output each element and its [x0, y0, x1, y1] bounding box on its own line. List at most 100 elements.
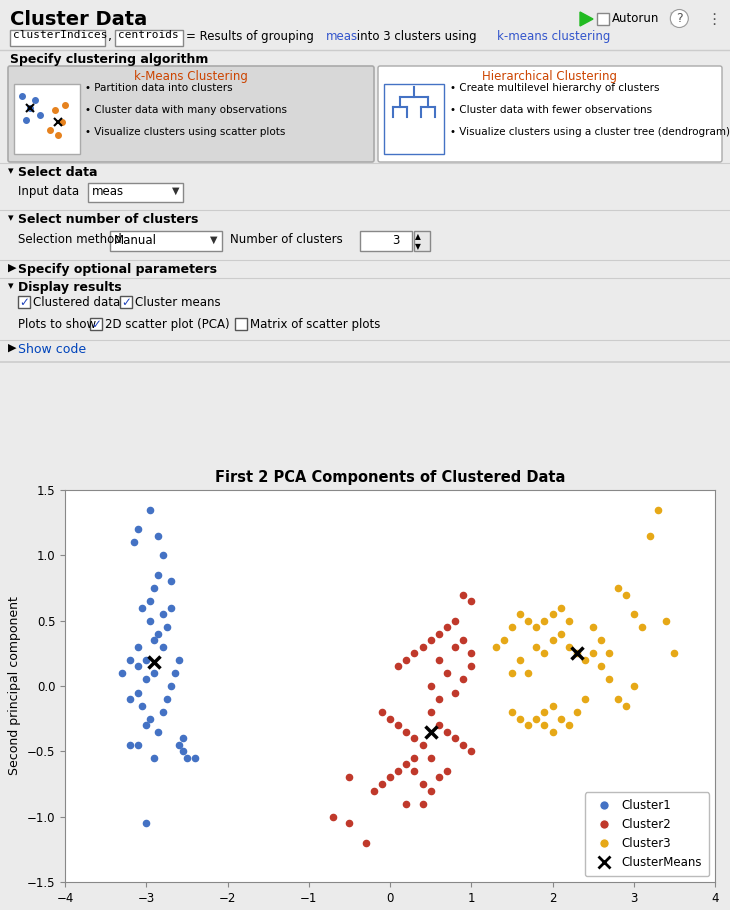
Point: [506, 620, 518, 634]
Point: [153, 724, 164, 739]
Text: ▶: ▶: [8, 343, 17, 353]
Text: ▾: ▾: [8, 166, 14, 176]
Point: [466, 744, 477, 759]
Polygon shape: [580, 12, 593, 26]
Point: [137, 698, 148, 713]
Point: [539, 705, 550, 720]
Text: k-means clustering: k-means clustering: [497, 30, 610, 43]
Point: [433, 626, 445, 641]
Point: [140, 652, 152, 667]
Point: [153, 529, 164, 543]
Point: [571, 646, 583, 661]
Point: [522, 665, 534, 680]
Text: ?: ?: [676, 12, 683, 25]
Bar: [90, 318, 102, 330]
Text: Specify optional parameters: Specify optional parameters: [18, 263, 217, 276]
Point: [466, 659, 477, 673]
Point: [498, 633, 510, 648]
Text: ⋮: ⋮: [706, 12, 721, 27]
Point: [547, 724, 558, 739]
Point: [596, 659, 607, 673]
Point: [531, 620, 542, 634]
Point: [376, 705, 388, 720]
Text: • Cluster data with fewer observations: • Cluster data with fewer observations: [450, 105, 652, 115]
Point: [169, 665, 180, 680]
Point: [165, 679, 177, 693]
Point: [612, 692, 623, 706]
Point: [531, 712, 542, 726]
Text: Manual: Manual: [114, 234, 157, 247]
Point: [579, 652, 591, 667]
Text: ✓: ✓: [121, 296, 131, 309]
Point: [148, 581, 160, 595]
Point: [522, 718, 534, 733]
Point: [145, 594, 156, 609]
Point: [360, 835, 372, 850]
Text: 2D scatter plot (PCA): 2D scatter plot (PCA): [105, 318, 230, 331]
Text: ▲: ▲: [415, 232, 421, 241]
Text: ▼: ▼: [210, 235, 218, 245]
Point: [132, 737, 144, 752]
Point: [392, 718, 404, 733]
Point: [145, 712, 156, 726]
Point: [173, 652, 185, 667]
Text: Number of clusters: Number of clusters: [230, 233, 343, 246]
Bar: [360, 231, 412, 251]
Point: [161, 620, 172, 634]
Point: [132, 522, 144, 537]
Point: [181, 751, 193, 765]
Point: [157, 705, 169, 720]
Text: ▼: ▼: [415, 242, 421, 251]
Bar: [88, 183, 183, 202]
Point: [547, 633, 558, 648]
Text: clusterIndices: clusterIndices: [13, 30, 107, 40]
Point: [628, 607, 639, 622]
Point: [514, 607, 526, 622]
Point: [417, 640, 429, 654]
Text: Clustered data: Clustered data: [33, 296, 120, 309]
Bar: [10, 30, 105, 46]
Bar: [414, 231, 430, 251]
Point: [409, 646, 420, 661]
Text: ✓: ✓: [19, 296, 29, 309]
Point: [177, 731, 188, 745]
Bar: [120, 296, 132, 308]
Point: [145, 613, 156, 628]
Point: [417, 796, 429, 811]
Bar: [597, 13, 609, 25]
Point: [153, 568, 164, 582]
Point: [392, 763, 404, 778]
Point: [392, 659, 404, 673]
Point: [628, 679, 639, 693]
Point: [506, 665, 518, 680]
Text: centroids: centroids: [118, 30, 179, 40]
Text: Selection method: Selection method: [18, 233, 122, 246]
Text: Plots to show: Plots to show: [18, 318, 96, 331]
Point: [409, 731, 420, 745]
Text: |: |: [668, 12, 672, 25]
Text: ▶: ▶: [8, 263, 17, 273]
Point: [128, 535, 140, 550]
Point: [116, 665, 128, 680]
Bar: [115, 30, 183, 46]
Point: [417, 777, 429, 792]
Text: Show code: Show code: [18, 343, 86, 356]
Title: First 2 PCA Components of Clustered Data: First 2 PCA Components of Clustered Data: [215, 470, 565, 485]
Text: meas: meas: [326, 30, 358, 43]
Point: [563, 613, 575, 628]
Bar: [384, 84, 444, 154]
Text: 3: 3: [393, 234, 400, 247]
Point: [433, 718, 445, 733]
Point: [490, 640, 502, 654]
Point: [177, 744, 188, 759]
Point: [571, 705, 583, 720]
Point: [587, 620, 599, 634]
Point: [449, 685, 461, 700]
Point: [409, 751, 420, 765]
Point: [620, 698, 631, 713]
Point: [466, 594, 477, 609]
Point: [132, 640, 144, 654]
Text: = Results of grouping: = Results of grouping: [186, 30, 318, 43]
Point: [401, 757, 412, 772]
Point: [563, 718, 575, 733]
